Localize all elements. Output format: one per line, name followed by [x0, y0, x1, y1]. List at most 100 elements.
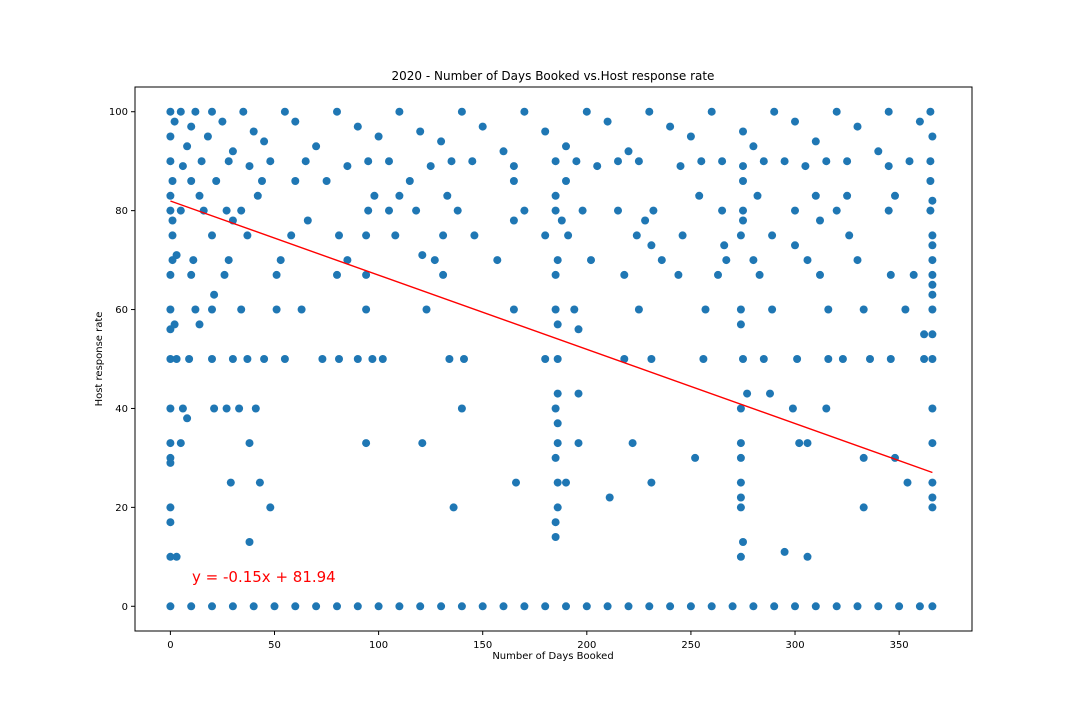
- data-point: [166, 355, 175, 363]
- data-point: [362, 439, 371, 448]
- data-point: [178, 162, 187, 171]
- data-point: [245, 538, 254, 546]
- data-point: [509, 162, 518, 171]
- data-point: [634, 305, 643, 314]
- data-point: [697, 157, 706, 166]
- data-point: [478, 122, 487, 131]
- data-point: [624, 147, 633, 156]
- y-tick-label: 60: [115, 305, 128, 316]
- data-point: [168, 216, 177, 225]
- data-point: [422, 305, 431, 314]
- data-point: [251, 404, 260, 413]
- data-point: [457, 404, 466, 413]
- data-point: [187, 602, 196, 611]
- data-point: [739, 538, 747, 546]
- data-point: [551, 270, 560, 279]
- data-point: [460, 355, 468, 363]
- data-point: [926, 206, 935, 215]
- data-point: [801, 162, 810, 171]
- data-point: [928, 256, 937, 265]
- data-point: [553, 320, 562, 329]
- data-point: [509, 216, 518, 225]
- data-point: [541, 127, 550, 136]
- data-point: [562, 602, 570, 611]
- x-tick-label: 50: [268, 640, 281, 651]
- y-tick-label: 40: [115, 404, 128, 415]
- data-point: [791, 241, 799, 250]
- x-tick-label: 200: [577, 640, 596, 651]
- data-point: [928, 241, 937, 250]
- data-point: [928, 270, 937, 279]
- data-point: [603, 602, 612, 611]
- data-point: [318, 355, 327, 363]
- y-axis-label: Host response rate: [94, 312, 105, 407]
- data-point: [445, 355, 454, 363]
- data-point: [791, 206, 799, 215]
- data-point: [803, 552, 812, 561]
- data-point: [266, 157, 275, 166]
- data-point: [603, 117, 612, 126]
- data-point: [437, 137, 446, 146]
- data-point: [191, 305, 200, 314]
- data-point: [437, 602, 446, 611]
- x-tick-label: 0: [167, 640, 173, 651]
- data-point: [520, 602, 529, 611]
- data-point: [859, 453, 868, 462]
- data-point: [176, 439, 185, 448]
- data-point: [553, 256, 562, 265]
- data-point: [766, 389, 774, 398]
- data-point: [395, 191, 404, 200]
- data-point: [816, 270, 824, 279]
- data-point: [457, 107, 466, 116]
- data-point: [245, 439, 254, 448]
- data-point: [749, 602, 758, 611]
- data-point: [249, 127, 258, 136]
- data-point: [297, 305, 306, 314]
- data-point: [312, 142, 321, 151]
- data-point: [770, 107, 779, 116]
- data-point: [208, 602, 216, 611]
- data-point: [928, 602, 937, 611]
- data-point: [189, 256, 198, 265]
- data-point: [170, 117, 179, 126]
- data-point: [928, 439, 937, 448]
- data-point: [183, 142, 192, 151]
- data-point: [676, 162, 685, 171]
- data-point: [564, 231, 573, 240]
- data-point: [587, 256, 595, 265]
- data-point: [166, 458, 175, 467]
- data-point: [928, 196, 937, 205]
- data-point: [895, 602, 904, 611]
- data-point: [718, 206, 727, 215]
- y-tick-label: 100: [109, 107, 128, 118]
- data-point: [166, 404, 175, 413]
- data-point: [859, 503, 868, 512]
- data-point: [749, 142, 758, 151]
- data-point: [335, 355, 343, 363]
- data-point: [928, 280, 937, 289]
- data-point: [791, 117, 799, 126]
- data-point: [553, 439, 562, 448]
- data-point: [743, 389, 752, 398]
- data-point: [447, 157, 456, 166]
- data-point: [210, 404, 219, 413]
- data-point: [166, 552, 175, 561]
- data-point: [280, 355, 289, 363]
- data-point: [736, 404, 745, 413]
- data-point: [343, 256, 352, 265]
- data-point: [166, 503, 175, 512]
- data-point: [928, 493, 937, 502]
- data-point: [166, 518, 175, 527]
- data-point: [811, 191, 820, 200]
- data-point: [901, 305, 910, 314]
- data-point: [541, 231, 550, 240]
- data-point: [166, 602, 175, 611]
- data-point: [362, 305, 371, 314]
- data-point: [362, 231, 371, 240]
- data-point: [574, 439, 583, 448]
- data-point: [634, 157, 643, 166]
- data-point: [253, 191, 262, 200]
- data-point: [926, 107, 935, 116]
- data-point: [291, 117, 300, 126]
- data-point: [736, 552, 745, 561]
